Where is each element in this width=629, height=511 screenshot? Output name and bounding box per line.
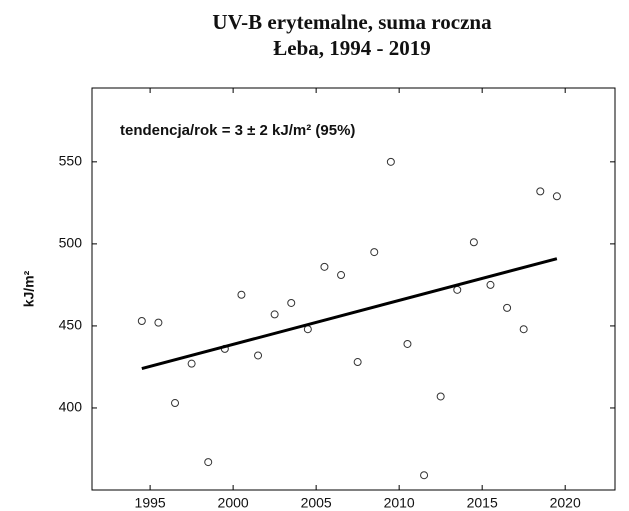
trend-line: [141, 257, 558, 371]
point: [436, 392, 445, 401]
point: [187, 359, 196, 368]
point: [420, 471, 429, 480]
plot-frame: [91, 87, 616, 491]
point: [453, 285, 462, 294]
y-tick-label: 500: [59, 235, 83, 251]
y-axis-label: kJ/m²: [21, 270, 37, 307]
point: [386, 157, 395, 166]
point: [204, 458, 213, 467]
x-tick-label: 2005: [301, 495, 332, 511]
point: [320, 262, 329, 271]
chart-title: UV-B erytemalne, suma roczna: [212, 10, 492, 34]
y-tick-label: 550: [59, 153, 83, 169]
x-tick-label: 2010: [384, 495, 415, 511]
point: [171, 399, 180, 408]
point: [287, 298, 296, 307]
x-tick-label: 2015: [467, 495, 498, 511]
x-tick-label: 2020: [550, 495, 581, 511]
point: [270, 310, 279, 319]
x-tick-label: 1995: [135, 495, 166, 511]
point: [552, 192, 561, 201]
point: [254, 351, 263, 360]
point: [337, 271, 346, 280]
point: [237, 290, 246, 299]
point: [370, 248, 379, 257]
y-tick-label: 400: [59, 399, 83, 415]
point: [403, 339, 412, 348]
annotation: tendencja/rok = 3 ± 2 kJ/m² (95%): [120, 122, 355, 139]
y-tick-label: 450: [59, 317, 83, 333]
x-tick-label: 2000: [218, 495, 249, 511]
point: [137, 316, 146, 325]
point: [154, 318, 163, 327]
chart-subtitle: Łeba, 1994 - 2019: [273, 36, 431, 60]
point: [469, 238, 478, 247]
point: [353, 358, 362, 367]
point: [536, 187, 545, 196]
point: [486, 280, 495, 289]
point: [519, 325, 528, 334]
point: [503, 303, 512, 312]
